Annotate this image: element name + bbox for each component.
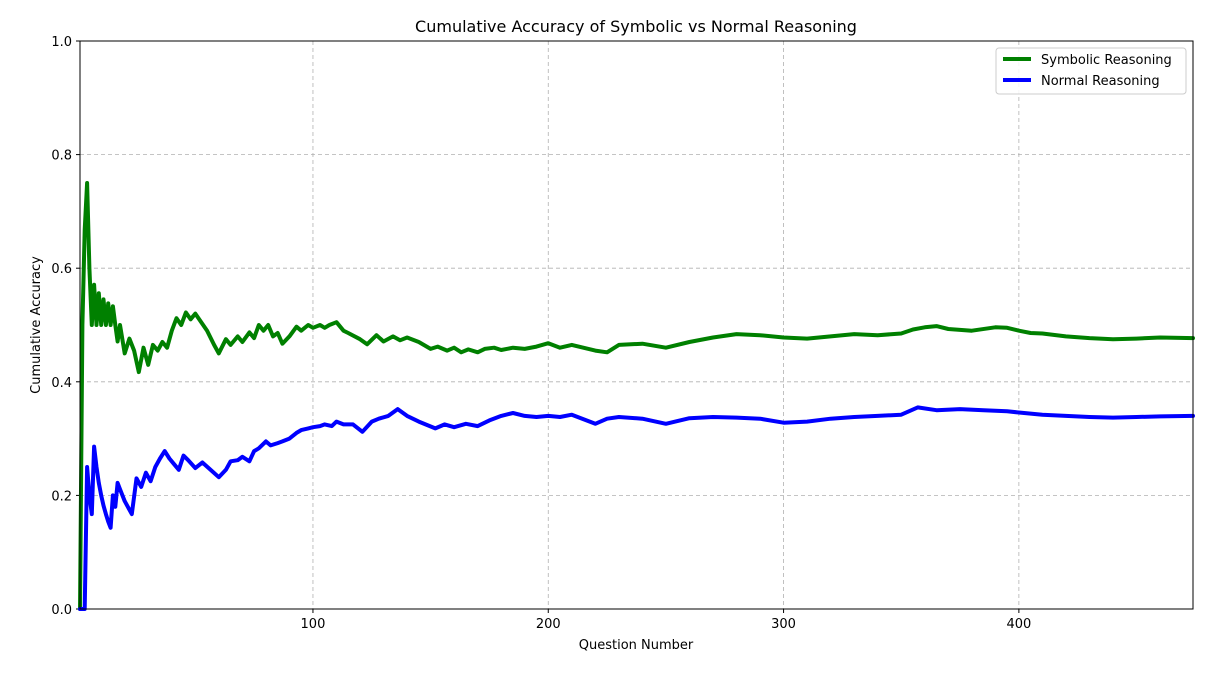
- y-tick-label: 0.6: [51, 262, 72, 277]
- x-tick-label: 400: [1006, 617, 1031, 632]
- y-tick-label: 1.0: [51, 35, 72, 50]
- series-group: [78, 181, 1195, 611]
- series-line-symbolic-reasoning: [78, 181, 1195, 611]
- x-axis-label: Question Number: [579, 638, 694, 653]
- legend-box: [995, 47, 1187, 95]
- plot-frame: [79, 40, 1194, 610]
- x-tick-label: 300: [771, 617, 796, 632]
- y-axis-label: Cumulative Accuracy: [29, 256, 44, 394]
- y-tick-label: 0.8: [51, 149, 72, 164]
- grid-lines: [80, 41, 1193, 609]
- series-line-normal-reasoning: [78, 405, 1195, 611]
- axis-ticks: 100 200 300 400 0.0 0.2 0.4 0.6 0.8 1.0: [51, 35, 1031, 632]
- y-tick-label: 0.4: [51, 376, 72, 391]
- x-tick-label: 200: [536, 617, 561, 632]
- y-tick-label: 0.2: [51, 489, 72, 504]
- legend-label-symbolic: Symbolic Reasoning: [1041, 53, 1172, 68]
- x-tick-label: 100: [301, 617, 326, 632]
- y-tick-label: 0.0: [51, 603, 72, 618]
- legend-label-normal: Normal Reasoning: [1041, 74, 1160, 89]
- chart-title: Cumulative Accuracy of Symbolic vs Norma…: [415, 17, 857, 36]
- legend: Symbolic Reasoning Normal Reasoning: [995, 47, 1187, 95]
